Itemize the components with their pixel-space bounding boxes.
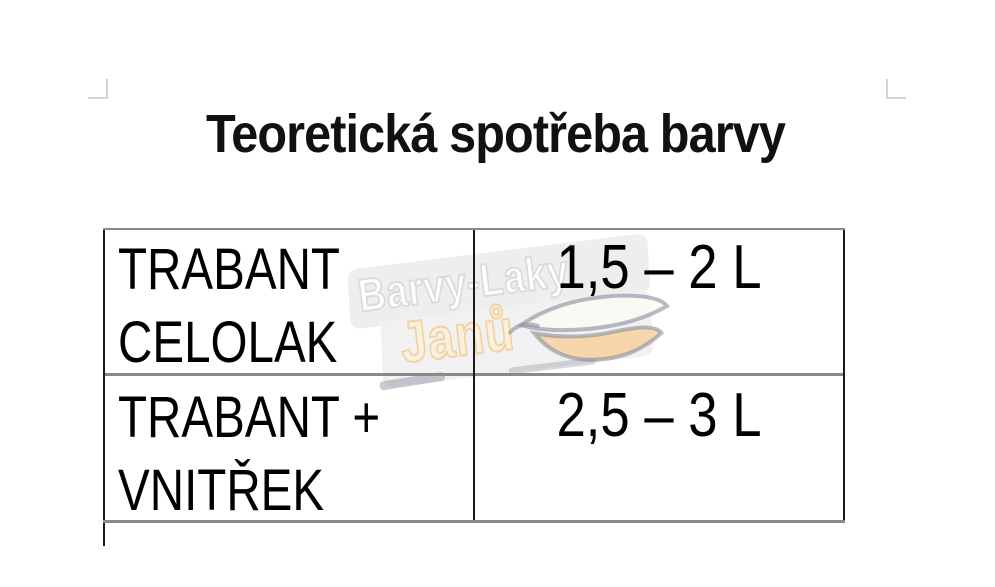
crop-mark-right-icon — [886, 79, 906, 99]
product-name-line: TRABANT — [118, 237, 340, 302]
table-cell-product: TRABANT + VNITŘEK — [118, 381, 380, 527]
table-column-divider — [473, 230, 475, 520]
table-border-right — [843, 230, 845, 520]
table-border-left-stub — [103, 523, 105, 546]
crop-mark-left-icon — [88, 79, 108, 99]
product-name-line: CELOLAK — [118, 310, 338, 375]
product-name-line: VNITŘEK — [118, 458, 325, 523]
consumption-table: TRABANT CELOLAK 1,5 – 2 L TRABANT + VNIT… — [103, 228, 845, 546]
table-row-separator — [103, 520, 845, 523]
table-border-top — [103, 228, 845, 230]
table-cell-product: TRABANT CELOLAK — [118, 233, 340, 379]
table-cell-consumption: 2,5 – 3 L — [556, 381, 762, 450]
table-cell-consumption: 1,5 – 2 L — [556, 233, 762, 302]
table-border-left — [103, 230, 105, 520]
page-title: Teoretická spotřeba barvy — [206, 104, 786, 164]
product-name-line: TRABANT + — [118, 385, 381, 450]
